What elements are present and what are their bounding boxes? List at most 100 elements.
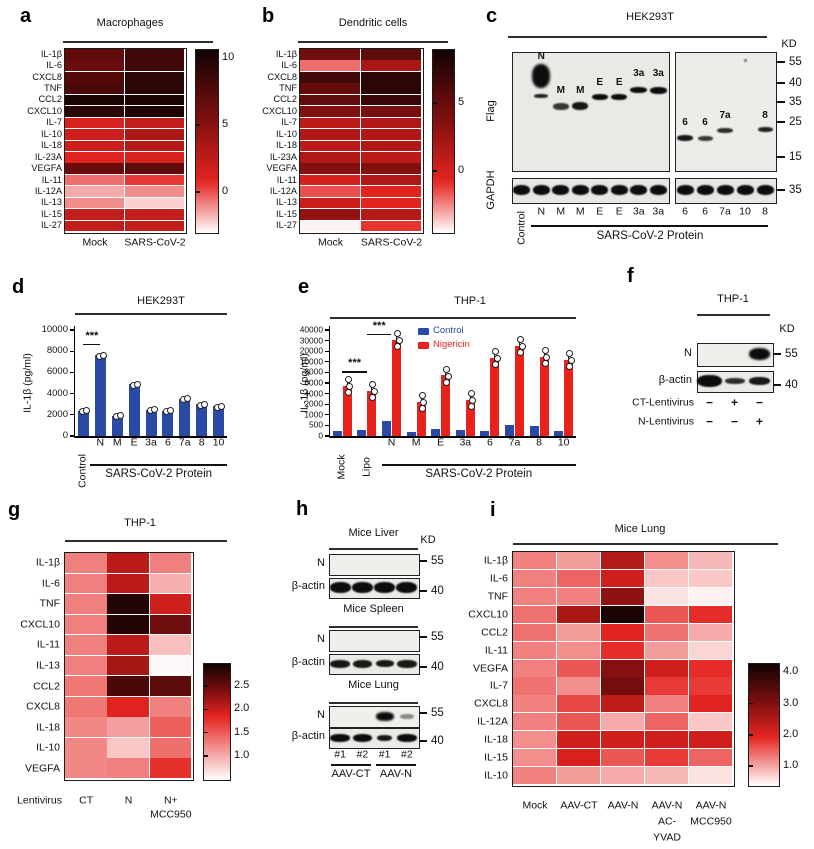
kd-h-55-0-tick (419, 560, 427, 562)
heatmap-i-cell (689, 569, 733, 588)
bar-control-N (382, 421, 391, 436)
band-label-6: 6 (682, 116, 688, 128)
x-cat-label-7a: 7a (508, 436, 521, 449)
x-cat-label-10: 10 (212, 436, 225, 449)
heatmap-g-cell (149, 594, 192, 614)
lane-label-E: E (615, 205, 623, 218)
y-tick-d (69, 329, 74, 331)
kd-h-55-1-tick (419, 636, 427, 638)
gapdh-band (513, 185, 531, 195)
y-tick-label-e: 10000 (299, 356, 323, 367)
data-point (467, 390, 475, 398)
data-point (344, 376, 352, 384)
blot-h-n-2 (329, 706, 420, 728)
heatmap-b-cell (300, 83, 361, 94)
heatmap-i-cell (689, 641, 733, 659)
heatmap-b-row-label: IL-18 (276, 140, 297, 151)
colorbar-a-tick (196, 191, 200, 193)
x-group-label-c: SARS-CoV-2 Protein (596, 229, 704, 242)
heatmap-i-row-label: IL-6 (489, 572, 508, 585)
data-point (418, 405, 426, 413)
heatmap-i-cell (513, 731, 557, 749)
heatmap-i-cell (557, 695, 601, 713)
heatmap-b-row-label: CCL2 (273, 94, 298, 105)
gapdh-band (591, 185, 609, 195)
heatmap-i-cell (601, 767, 645, 785)
lane-label-E: E (596, 205, 604, 218)
kd-h-40-1-tick (419, 666, 427, 668)
band-label-3a: 3a (652, 68, 664, 80)
colorbar-g-tick (204, 708, 208, 711)
heatmap-a-frame (63, 47, 187, 234)
band-label-8: 8 (762, 109, 768, 121)
panel-g-letter: g (8, 499, 21, 521)
heatmap-g-row-label: IL-10 (36, 741, 60, 754)
heatmap-i-col-label: AC- (657, 815, 677, 828)
heatmap-i-cell (601, 623, 645, 641)
y-tick-d (69, 371, 74, 374)
bar-10 (213, 406, 225, 436)
heatmap-a-col-label: SARS-CoV-2 (124, 236, 186, 249)
heatmap-i-cell (557, 731, 601, 749)
heatmap-g-cell (107, 655, 149, 676)
data-point (394, 343, 401, 351)
antibody-label-actin-0: β-actin (291, 580, 325, 593)
panel-b-letter: b (262, 5, 275, 27)
heatmap-i-cell (513, 677, 557, 695)
heatmap-a-row-label: IL-15 (41, 209, 62, 220)
x-cat-label-6: 6 (486, 436, 493, 449)
lane-label-h: #1 (378, 748, 391, 761)
h-actin-band (374, 582, 396, 593)
heatmap-i-cell (645, 641, 689, 659)
sig-stars: *** (372, 319, 386, 332)
heatmap-i-cell (513, 569, 557, 588)
condition-label-1: N-Lentivirus (637, 415, 694, 428)
panel-e-letter: e (298, 276, 310, 298)
heatmap-b-row-label: IL-7 (281, 117, 297, 128)
heatmap-b-cell (300, 71, 361, 83)
kd-gapdh-35-tick (777, 189, 785, 191)
heatmap-g-cell (107, 635, 149, 655)
band-label-6: 6 (702, 116, 708, 128)
heatmap-b-cell (300, 220, 361, 232)
panel-c-letter: c (486, 5, 498, 27)
band-label-3a: 3a (633, 68, 645, 80)
x-cat-label-E: E (437, 436, 445, 449)
y-tick-label-d: 0 (62, 430, 68, 442)
legend-label-Control: Control (433, 325, 464, 337)
heatmap-i-cell (689, 695, 733, 713)
heatmap-b-row-label: IL-6 (281, 60, 297, 71)
x-axis-e (328, 436, 576, 438)
heatmap-b-cell (300, 197, 361, 209)
panel-f-kd-label: KD (779, 323, 795, 336)
heatmap-i-cell (645, 623, 689, 641)
band-label-E: E (596, 76, 604, 88)
heatmap-a-row-label: IL-11 (41, 174, 62, 185)
heatmap-i-row-label: TNF (487, 590, 508, 603)
gapdh-band (610, 185, 628, 195)
y-axis-e (328, 326, 330, 436)
bar-6 (162, 410, 174, 436)
colorbar-i-tick (749, 671, 753, 674)
heatmap-i-cell (645, 695, 689, 713)
x-group-label-e: SARS-CoV-2 Protein (425, 467, 533, 480)
heatmap-i-cell (601, 552, 645, 570)
blot-h-n-1 (329, 630, 420, 652)
heatmap-i-cell (557, 713, 601, 731)
heatmap-a-cell (125, 186, 185, 197)
flag-band (611, 94, 628, 101)
heatmap-i-cell (689, 623, 733, 641)
heatmap-a-cell (125, 60, 185, 72)
heatmap-i-frame (511, 550, 735, 787)
heatmap-g-cell (107, 573, 149, 594)
y-tick-label-e: 40000 (299, 324, 323, 335)
y-axis-d (73, 326, 75, 436)
kd-f-55-label: 55 (785, 347, 798, 360)
heatmap-a-cell (125, 220, 185, 232)
h-actin-band (351, 582, 373, 593)
kd-55-tick (777, 61, 785, 63)
heatmap-g-cell (149, 737, 192, 758)
heatmap-i-col-label: AAV-N (651, 799, 683, 812)
lane-label-h: #2 (356, 748, 369, 761)
panel-d-letter: d (12, 276, 25, 298)
